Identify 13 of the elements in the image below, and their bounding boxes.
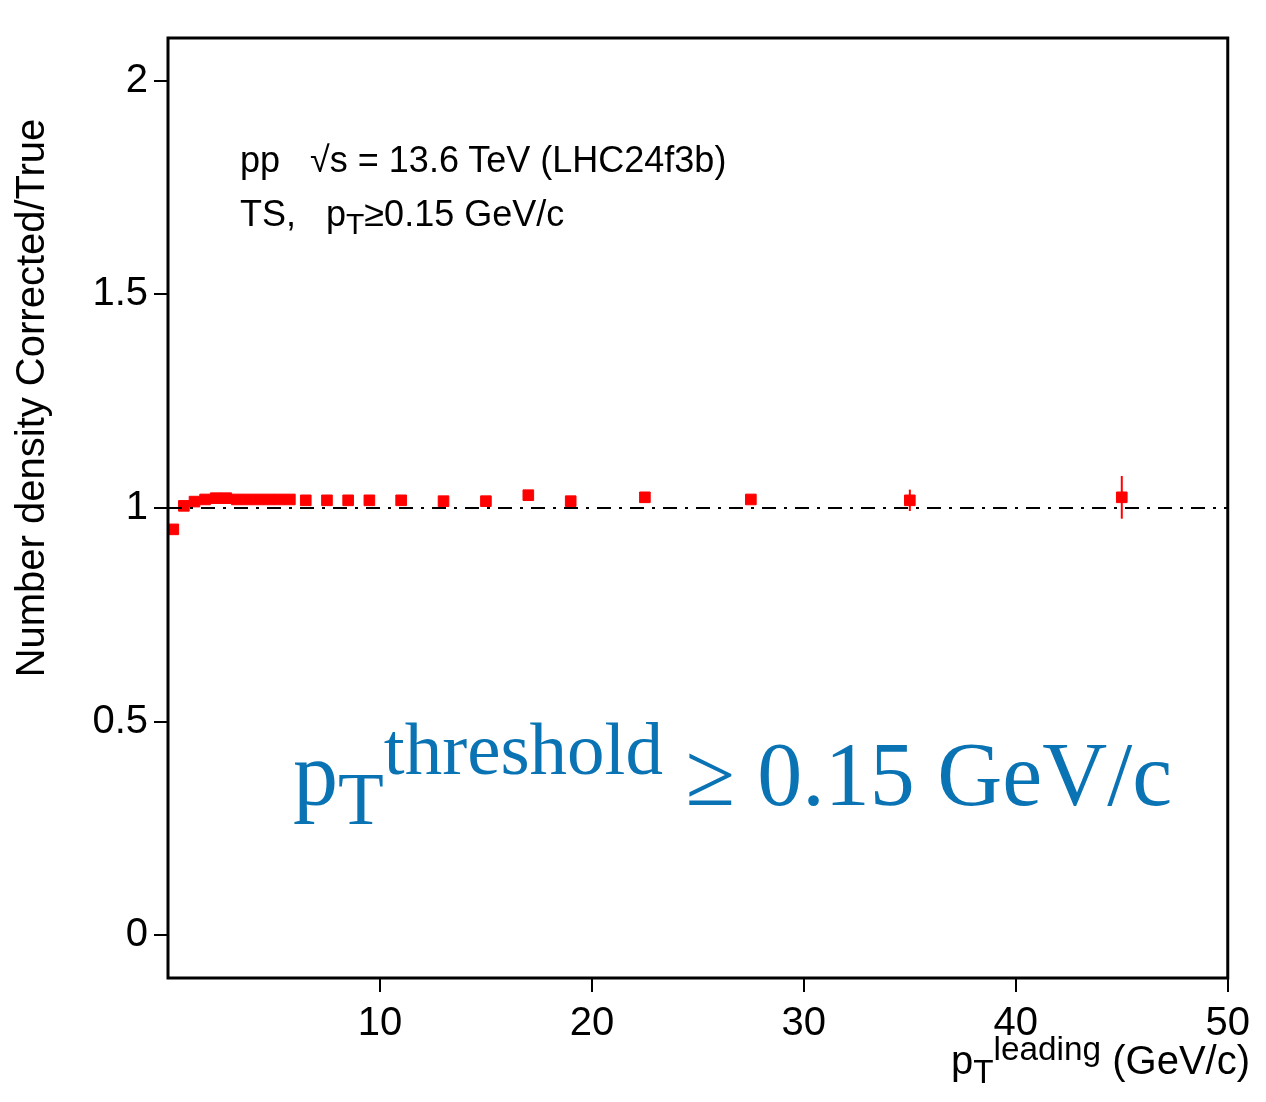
x-tick-label: 20 <box>569 999 615 1044</box>
y-tick-label: 0 <box>125 910 148 955</box>
annotation: TS, p$_{T}$≥0.15 GeV/c <box>240 193 565 241</box>
x-tick-label: 30 <box>781 999 827 1044</box>
y-tick-label: 1.5 <box>92 269 148 314</box>
annotation: pp √s = 13.6 TeV (LHC24f3b) <box>240 139 727 180</box>
x-tick-label: 10 <box>357 999 403 1044</box>
x-tick-label: 50 <box>1205 999 1250 1044</box>
y-tick-label: 0.5 <box>92 696 148 741</box>
y-tick-label: 2 <box>125 55 148 100</box>
annotation: p$_{T}$$^{threshold}$ ≥ 0.15 GeV/c <box>293 707 1173 841</box>
y-axis-title: Number density Corrected/True <box>7 118 53 678</box>
y-tick-label: 1 <box>125 483 148 528</box>
